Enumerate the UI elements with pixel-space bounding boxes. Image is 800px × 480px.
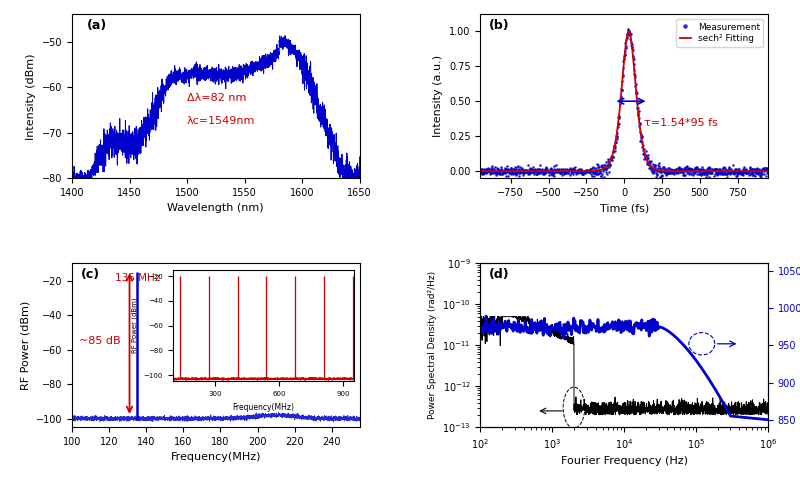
Y-axis label: RF Power (dBm): RF Power (dBm) — [20, 300, 30, 390]
sech² Fitting — [700, 168, 710, 174]
Text: Δλ=82 nm: Δλ=82 nm — [187, 93, 246, 103]
Line: Measurement: Measurement — [479, 27, 770, 178]
Y-axis label: Intensity (a.u.): Intensity (a.u.) — [434, 55, 443, 137]
X-axis label: Time (fs): Time (fs) — [599, 204, 649, 214]
Y-axis label: Intensity (dBm): Intensity (dBm) — [26, 53, 36, 140]
Text: τ=1.54*95 fs: τ=1.54*95 fs — [644, 119, 718, 129]
Measurement — [701, 168, 710, 173]
Text: ~85 dB: ~85 dB — [79, 336, 121, 347]
sech² Fitting — [592, 168, 602, 173]
X-axis label: Fourier Frequency (Hz): Fourier Frequency (Hz) — [561, 456, 688, 466]
Line: sech² Fitting: sech² Fitting — [480, 31, 768, 171]
Measurement — [602, 170, 612, 176]
Legend: Measurement, sech² Fitting: Measurement, sech² Fitting — [676, 19, 763, 47]
Measurement — [505, 167, 514, 173]
sech² Fitting — [505, 168, 514, 174]
Measurement — [763, 165, 773, 170]
Measurement — [706, 170, 715, 176]
sech² Fitting — [475, 168, 485, 174]
Text: 135 MHz: 135 MHz — [114, 273, 160, 283]
X-axis label: Wavelength (nm): Wavelength (nm) — [167, 204, 264, 214]
Measurement — [599, 174, 609, 180]
Measurement — [674, 168, 683, 174]
Text: (d): (d) — [489, 268, 510, 281]
sech² Fitting — [763, 168, 773, 174]
Measurement — [592, 168, 602, 174]
Text: λc=1549nm: λc=1549nm — [187, 116, 255, 126]
sech² Fitting — [624, 28, 634, 34]
X-axis label: Frequency(MHz): Frequency(MHz) — [170, 453, 261, 462]
sech² Fitting — [602, 163, 612, 168]
Measurement — [623, 25, 633, 31]
sech² Fitting — [706, 168, 715, 174]
Text: (b): (b) — [489, 19, 510, 32]
Text: (c): (c) — [81, 268, 100, 281]
Text: (a): (a) — [86, 19, 106, 32]
Measurement — [475, 169, 485, 175]
sech² Fitting — [674, 168, 683, 174]
Y-axis label: Power Spectral Density (rad²/Hz): Power Spectral Density (rad²/Hz) — [428, 271, 437, 420]
